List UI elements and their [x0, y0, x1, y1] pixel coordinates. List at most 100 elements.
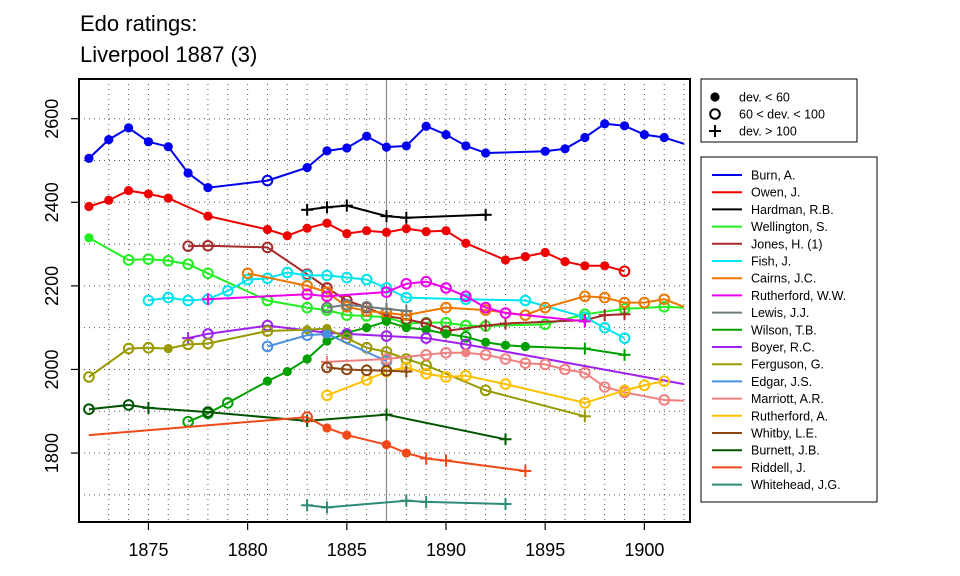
- legend-label: Riddell, J.: [751, 461, 806, 475]
- data-point: [580, 261, 590, 271]
- data-point: [322, 423, 332, 433]
- x-tick-label: 1875: [128, 540, 168, 560]
- data-point: [600, 261, 610, 271]
- x-tick-label: 1885: [327, 540, 367, 560]
- data-point: [441, 129, 451, 140]
- series-14: [320, 346, 685, 406]
- x-tick-label: 1890: [426, 540, 466, 560]
- legend-label: Rutherford, A.: [751, 409, 828, 423]
- data-point: [203, 211, 213, 221]
- data-point: [301, 411, 313, 423]
- data-point: [578, 315, 591, 328]
- data-point: [619, 121, 630, 131]
- data-point: [618, 265, 631, 278]
- data-point: [262, 376, 273, 386]
- data-point: [401, 323, 411, 333]
- series-line: [88, 327, 586, 418]
- legend-label: Owen, J.: [751, 186, 800, 200]
- data-point: [659, 132, 669, 143]
- series-19: [301, 494, 512, 514]
- data-point: [481, 148, 491, 158]
- data-point: [441, 226, 451, 236]
- data-point: [241, 273, 254, 286]
- series-16: [321, 361, 413, 378]
- data-point: [380, 364, 393, 377]
- data-point: [104, 134, 114, 145]
- data-point: [440, 371, 452, 383]
- data-point: [362, 226, 372, 236]
- data-point: [163, 142, 173, 152]
- data-point: [104, 195, 114, 205]
- series-18: [88, 411, 532, 478]
- data-point: [420, 349, 432, 361]
- legend-label: Wellington, S.: [751, 220, 828, 234]
- data-point: [560, 144, 570, 154]
- x-tick-label: 1895: [525, 540, 565, 560]
- data-point: [321, 361, 333, 374]
- data-point: [580, 132, 590, 143]
- data-point: [221, 285, 234, 297]
- data-point: [499, 353, 512, 365]
- data-point: [420, 275, 432, 288]
- data-point: [600, 119, 610, 129]
- data-point: [519, 465, 532, 478]
- data-point: [182, 240, 194, 252]
- data-point: [520, 341, 530, 352]
- data-point: [142, 253, 155, 265]
- data-point: [202, 267, 214, 280]
- x-tick-label: 1880: [228, 540, 268, 560]
- data-point: [500, 340, 511, 350]
- data-point: [142, 401, 155, 414]
- data-point: [261, 241, 274, 254]
- data-point: [519, 357, 532, 369]
- data-point: [221, 397, 234, 409]
- data-point: [381, 142, 392, 152]
- legend-label: Whitehead, J.G.: [751, 478, 841, 492]
- data-point: [380, 330, 393, 342]
- data-point: [341, 363, 353, 376]
- data-point: [282, 366, 292, 377]
- series-line: [267, 332, 387, 363]
- y-tick-label: 2200: [42, 266, 62, 306]
- data-point: [638, 296, 651, 309]
- series-7: [241, 267, 685, 321]
- legend-label: Edgar, J.S.: [751, 375, 812, 389]
- data-point: [241, 267, 254, 280]
- plot-frame: [78, 78, 691, 523]
- data-point: [84, 233, 94, 243]
- data-point: [499, 498, 512, 511]
- data-point: [539, 301, 551, 314]
- data-point: [301, 499, 314, 512]
- data-point: [540, 146, 550, 156]
- data-point: [559, 363, 571, 376]
- data-point: [560, 257, 570, 267]
- data-point: [84, 201, 94, 212]
- data-point: [380, 210, 393, 223]
- data-point: [201, 293, 214, 306]
- data-point: [301, 288, 313, 301]
- data-point: [83, 371, 95, 383]
- data-point: [83, 403, 95, 415]
- marker-legend-label: 60 < dev. < 100: [739, 108, 825, 122]
- data-point: [578, 342, 591, 355]
- data-point: [400, 304, 413, 317]
- data-point: [321, 290, 333, 303]
- data-point: [400, 211, 413, 224]
- data-point: [381, 227, 392, 237]
- data-point: [499, 433, 512, 446]
- data-point: [460, 290, 472, 303]
- data-point: [540, 247, 550, 258]
- data-point: [123, 185, 134, 196]
- data-point: [439, 454, 452, 467]
- data-point: [460, 331, 472, 343]
- series-line: [326, 351, 685, 402]
- data-point: [262, 224, 273, 235]
- data-point: [638, 379, 651, 392]
- marker-legend-symbol: [710, 92, 720, 102]
- data-point: [500, 255, 511, 265]
- marker-legend: dev. < 60 60 < dev. < 100 dev. > 100: [700, 78, 858, 143]
- data-point: [618, 296, 631, 309]
- data-point: [143, 189, 154, 199]
- data-point: [461, 238, 471, 248]
- data-point: [479, 319, 492, 332]
